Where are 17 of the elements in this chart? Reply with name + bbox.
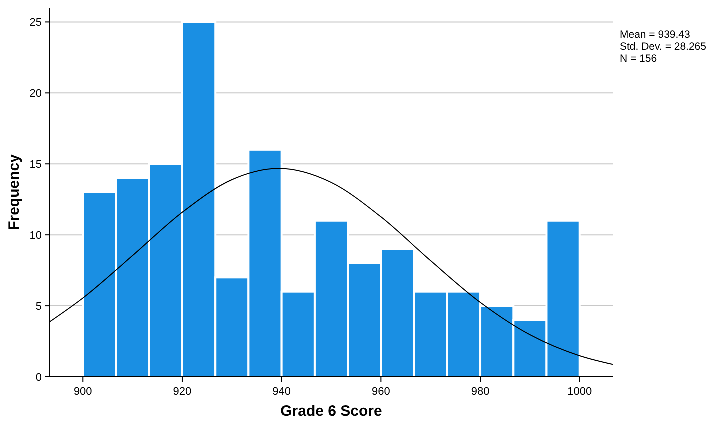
y-tick-label: 20 xyxy=(30,88,42,100)
y-tick-label: 10 xyxy=(30,230,42,242)
x-tick-label: 960 xyxy=(372,386,390,398)
text: N = 156 xyxy=(620,53,658,65)
x-tick-label: 920 xyxy=(173,386,192,398)
y-tick-label: 5 xyxy=(36,300,42,313)
x-tick-label: 980 xyxy=(471,386,490,398)
x-tick-label: 900 xyxy=(74,386,92,398)
y-axis-title: Frequency xyxy=(6,154,23,230)
y-tick-label: 25 xyxy=(30,17,42,30)
y-tick-label: 15 xyxy=(30,158,42,171)
x-tick-label: 1000 xyxy=(568,386,592,398)
text: Std. Dev. = 28.265 xyxy=(620,41,707,53)
y-tick-label: 0 xyxy=(36,372,42,384)
x-axis-title: Grade 6 Score xyxy=(280,403,382,420)
x-tick-label: 940 xyxy=(272,386,292,398)
text: Mean = 939.43 xyxy=(620,29,691,41)
